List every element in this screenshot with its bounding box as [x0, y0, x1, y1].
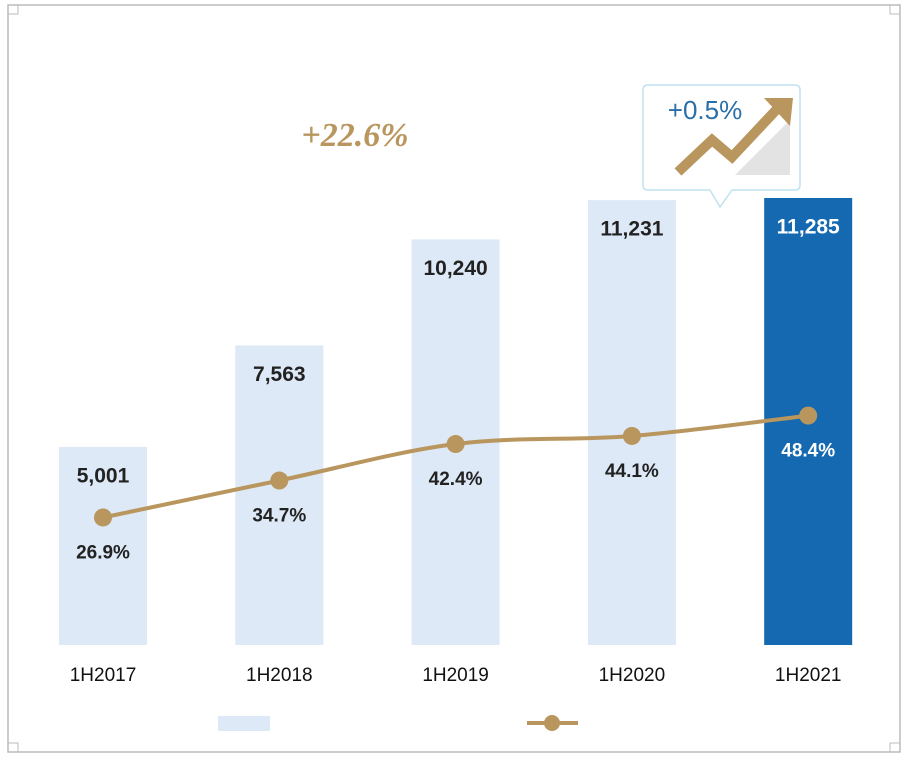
- bar: [587, 200, 676, 645]
- bar-value-label: 5,001: [77, 464, 130, 487]
- bar: [59, 446, 147, 645]
- x-tick-label: 1H2018: [246, 665, 313, 686]
- callout-text: +0.5%: [668, 95, 742, 125]
- x-tick-label: 1H2021: [775, 665, 842, 686]
- line-marker: [94, 508, 112, 527]
- callout-arrow: [674, 104, 782, 176]
- line-value-label: 44.1%: [605, 461, 659, 482]
- bar: [235, 345, 324, 645]
- line-value-label: 26.9%: [76, 543, 130, 564]
- bar-value-label: 10,240: [423, 257, 487, 280]
- bar-value-label: 11,285: [777, 216, 840, 239]
- line-value-label: 34.7%: [252, 506, 306, 527]
- line-value-label: 42.4%: [429, 469, 483, 490]
- callout-arrowhead: [764, 98, 793, 126]
- legend-bar-swatch: [218, 716, 270, 731]
- x-tick-label: 1H2020: [599, 665, 666, 686]
- callout: +0.5%: [642, 84, 801, 209]
- frame-corners: [8, 5, 900, 752]
- line-value-label: 48.4%: [781, 441, 835, 462]
- line-marker: [270, 471, 289, 490]
- growth-annotation: +22.6%: [301, 117, 408, 154]
- bar-value-label: 7,563: [253, 363, 306, 386]
- line-marker: [799, 406, 818, 425]
- bar-value-label: 11,231: [600, 218, 663, 241]
- x-tick-label: 1H2017: [70, 665, 137, 686]
- line-marker: [446, 435, 465, 454]
- frame: [7, 4, 901, 753]
- callout-hatch: [735, 120, 790, 175]
- legend-line-marker: [544, 715, 560, 731]
- x-tick-label: 1H2019: [422, 665, 489, 686]
- line-marker: [622, 426, 641, 445]
